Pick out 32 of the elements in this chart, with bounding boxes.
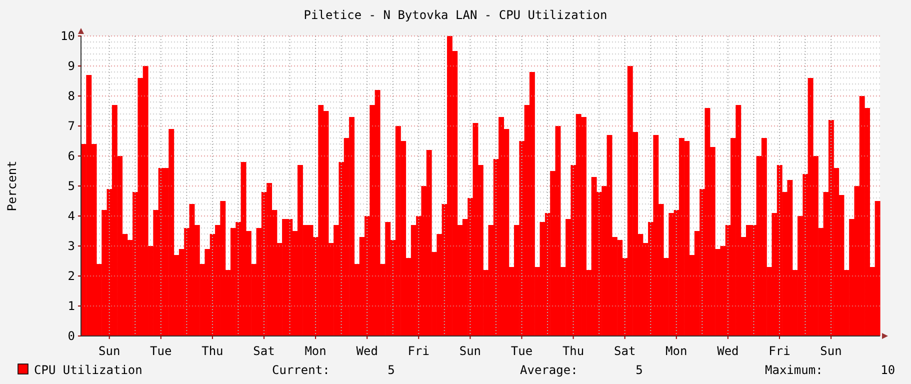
x-tick-label: Tue xyxy=(510,344,533,358)
legend-label: CPU Utilization xyxy=(34,363,142,377)
y-tick-label: 0 xyxy=(68,328,75,343)
y-tick-label: 6 xyxy=(68,148,75,163)
x-tick-label: Sat xyxy=(253,344,275,358)
x-tick-label: Fri xyxy=(768,344,790,358)
y-tick-label: 2 xyxy=(68,268,75,283)
x-tick-label: Fri xyxy=(408,344,430,358)
x-tick-label: Sun xyxy=(820,344,842,358)
text: Average: 5 xyxy=(520,363,643,377)
y-tick-label: 9 xyxy=(68,58,75,73)
chart-title: Piletice - N Bytovka LAN - CPU Utilization xyxy=(304,8,608,22)
x-tick-label: Mon xyxy=(304,344,326,358)
y-tick-label: 3 xyxy=(68,238,75,253)
x-tick-label: Sun xyxy=(459,344,482,358)
x-tick-label: Sat xyxy=(614,344,636,358)
x-tick-label: Thu xyxy=(562,344,584,358)
y-tick-label: 8 xyxy=(68,88,75,103)
y-tick-label: 1 xyxy=(68,298,75,313)
y-tick-label: 10 xyxy=(60,28,75,43)
y-tick-label: 4 xyxy=(68,208,75,223)
text: Current: 5 xyxy=(272,363,395,377)
x-tick-label: Sun xyxy=(98,344,120,358)
x-tick-label: Tue xyxy=(150,344,172,358)
y-tick-label: 7 xyxy=(68,118,75,133)
x-tick-label: Mon xyxy=(666,344,688,358)
x-tick-label: Thu xyxy=(202,344,224,358)
x-tick-label: Wed xyxy=(356,344,378,358)
y-tick-label: 5 xyxy=(68,178,75,193)
y-axis-title: Percent xyxy=(5,160,19,212)
text: Maximum: 10 xyxy=(765,363,896,377)
x-tick-label: Wed xyxy=(717,344,739,358)
